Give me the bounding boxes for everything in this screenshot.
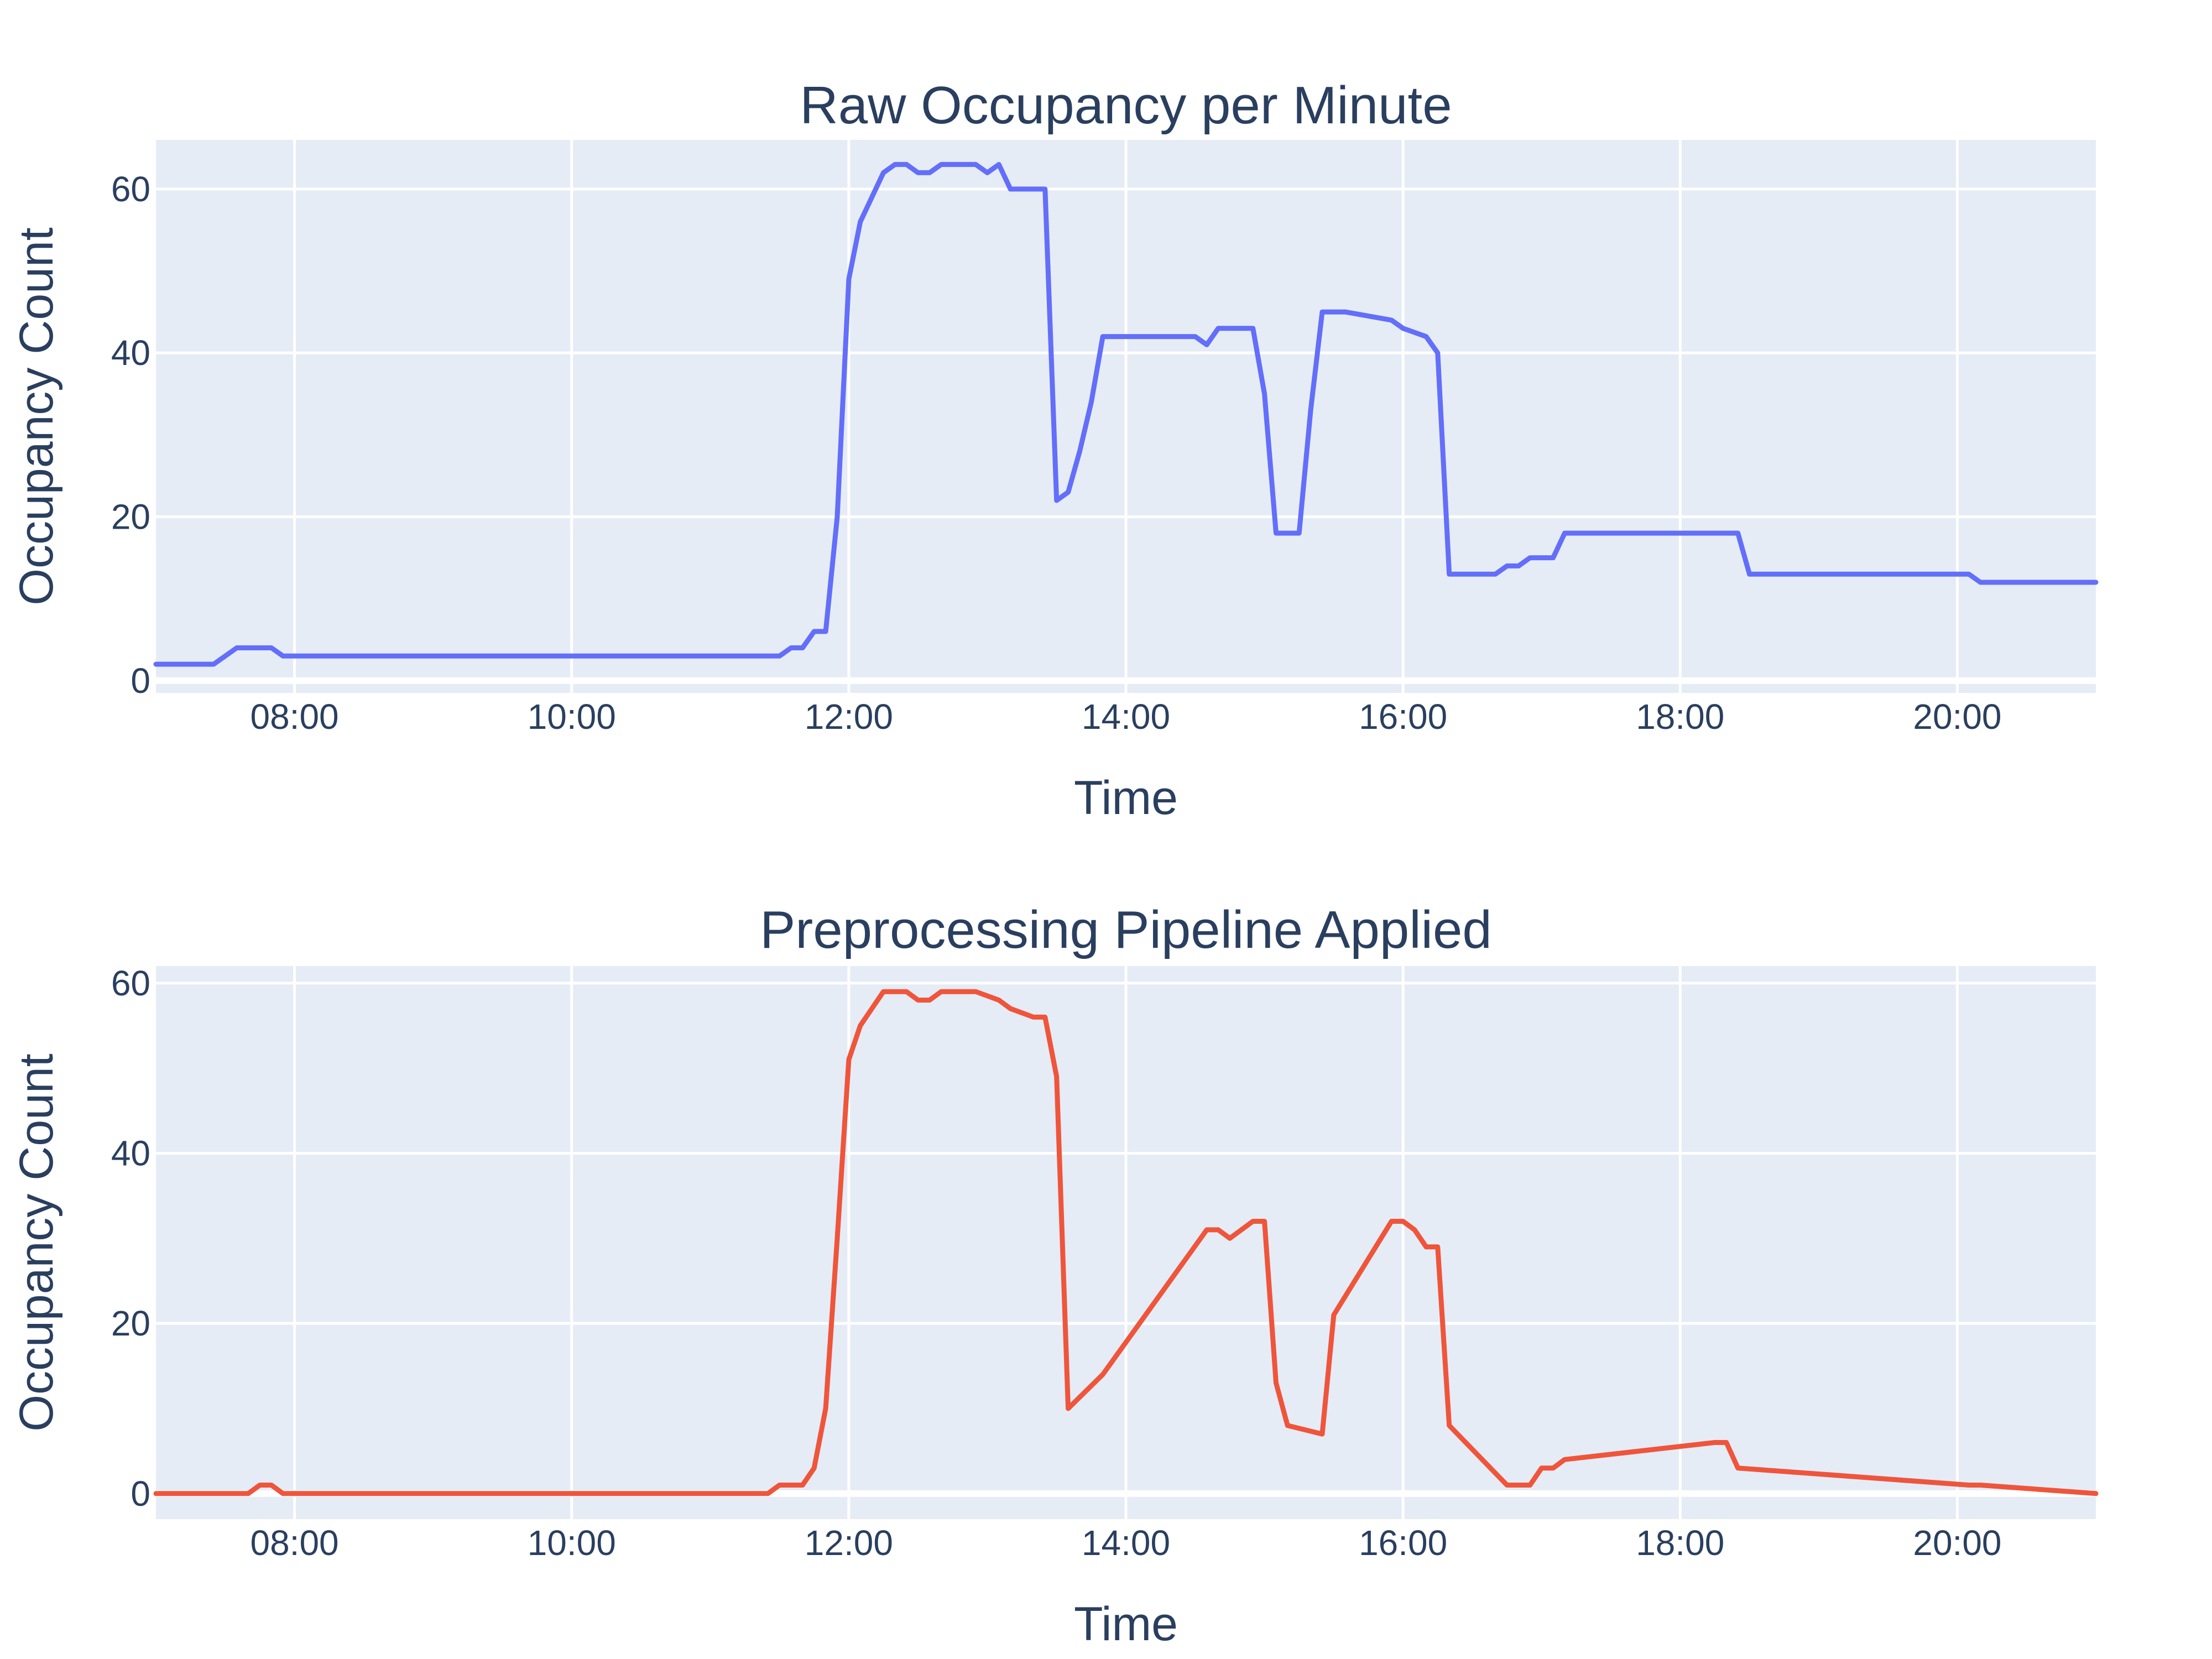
series-line [153,989,2099,1496]
x-tick-label: 16:00 [1359,1523,1447,1563]
gridlines-raw [156,140,2096,693]
x-tick-label: 10:00 [528,697,616,737]
y-axis-title-raw: Occupancy Count [10,227,63,606]
x-tick-label: 20:00 [1913,697,2001,737]
series-preprocessed [153,989,2099,1496]
y-tick-label: 0 [131,661,150,701]
x-tick-label: 16:00 [1359,697,1447,737]
y-tick-label: 60 [111,963,150,1003]
x-tick-labels-raw: 08:00 10:00 12:00 14:00 16:00 18:00 20:00 [250,697,2001,737]
x-tick-label: 18:00 [1636,1523,1724,1563]
y-tick-label: 60 [111,169,150,209]
x-tick-label: 08:00 [250,1523,338,1563]
chart-title-preprocessed: Preprocessing Pipeline Applied [760,900,1492,959]
chart-raw-occupancy: 08:00 10:00 12:00 14:00 16:00 18:00 20:00 0 20 4… [10,76,2099,825]
series-raw [153,161,2099,667]
series-line [153,161,2099,667]
x-tick-label: 12:00 [805,1523,893,1563]
x-axis-title-raw: Time [1074,771,1178,825]
x-tick-label: 14:00 [1082,697,1170,737]
chart-title-raw: Raw Occupancy per Minute [800,76,1452,135]
x-tick-label: 12:00 [805,697,893,737]
x-tick-label: 18:00 [1636,697,1724,737]
y-tick-label: 20 [111,497,150,536]
x-axis-title-preprocessed: Time [1074,1598,1178,1651]
x-tick-label: 20:00 [1913,1523,2001,1563]
y-axis-title-preprocessed: Occupancy Count [10,1053,63,1432]
y-tick-labels-preprocessed: 0 20 40 60 [111,963,150,1514]
y-tick-label: 20 [111,1303,150,1343]
chart-preprocessed-occupancy: 08:00 10:00 12:00 14:00 16:00 18:00 20:00 0 20 4… [10,900,2099,1651]
x-tick-label: 10:00 [528,1523,616,1563]
y-tick-label: 40 [111,333,150,373]
y-tick-label: 40 [111,1133,150,1173]
x-tick-label: 08:00 [250,697,338,737]
y-tick-labels-raw: 0 20 40 60 [111,169,150,701]
y-tick-label: 0 [131,1474,150,1514]
x-tick-label: 14:00 [1082,1523,1170,1563]
x-tick-labels-preprocessed: 08:00 10:00 12:00 14:00 16:00 18:00 20:00 [250,1523,2001,1563]
